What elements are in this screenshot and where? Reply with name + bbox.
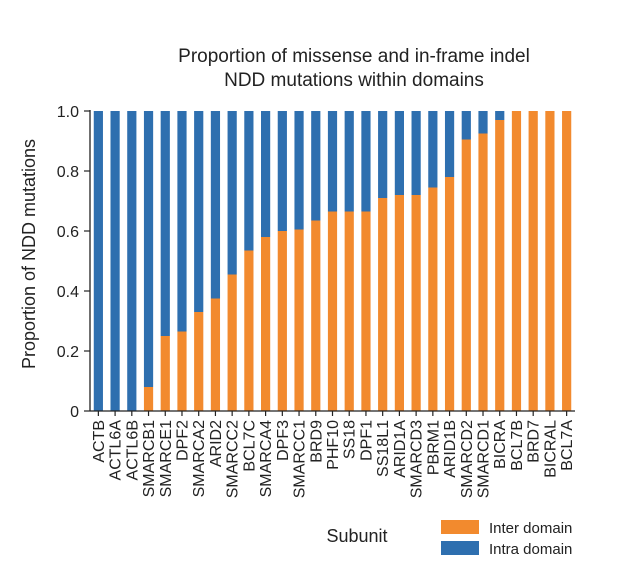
x-tick-label-actb: ACTB xyxy=(91,420,108,463)
bar-intra-domain-arid1a xyxy=(394,111,404,195)
bar-inter-domain-smarcd3 xyxy=(411,195,421,411)
plot-area xyxy=(89,110,575,412)
bar-intra-domain-dpf3 xyxy=(277,111,287,231)
bar-intra-domain-bicra xyxy=(495,111,505,120)
bar-inter-domain-ss18l1 xyxy=(378,198,388,411)
bar-intra-domain-ss18 xyxy=(344,111,354,212)
x-axis: ACTB ACTL6A ACTL6B SMARCB1 SMARCE1 DPF2 SMARCA… xyxy=(91,411,576,498)
x-tick-label-smarca4: SMARCA4 xyxy=(258,420,275,497)
x-tick-label-bicra: BICRA xyxy=(492,420,509,469)
bar-intra-domain-smarcd3 xyxy=(411,111,421,195)
bar-intra-domain-smarcd1 xyxy=(478,111,488,134)
bar-inter-domain-brd9 xyxy=(311,220,321,411)
y-tick-label: 1.0 xyxy=(57,104,79,121)
bar-intra-domain-smarcc2 xyxy=(227,111,237,275)
bar-inter-domain-smarcd2 xyxy=(461,139,471,411)
bar-intra-domain-smarce1 xyxy=(160,111,170,336)
bar-inter-domain-arid1b xyxy=(444,177,455,411)
x-tick-label-pbrm1: PBRM1 xyxy=(425,420,442,475)
bar-inter-domain-bicral xyxy=(545,111,555,411)
legend-label-intra-domain: Intra domain xyxy=(489,541,572,558)
bar-inter-domain-smarce1 xyxy=(160,336,170,411)
bar-intra-domain-phf10 xyxy=(327,111,338,212)
y-tick-label: 0.6 xyxy=(57,224,79,241)
x-tick-label-bicral: BICRAL xyxy=(542,420,559,478)
bar-intra-domain-actl6a xyxy=(110,111,120,411)
y-tick-label: 0.8 xyxy=(57,164,79,181)
bar-intra-domain-pbrm1 xyxy=(428,111,438,188)
bar-intra-domain-smarca2 xyxy=(194,111,204,312)
y-tick-label: 0.2 xyxy=(57,344,79,361)
y-tick-label: 0.4 xyxy=(57,284,79,301)
bar-inter-domain-phf10 xyxy=(327,211,338,411)
bar-inter-domain-arid2 xyxy=(210,298,221,411)
bar-intra-domain-actb xyxy=(93,111,103,411)
bar-intra-domain-smarcb1 xyxy=(143,111,154,387)
bar-inter-domain-smarcb1 xyxy=(143,387,154,411)
x-tick-label-bcl7a: BCL7A xyxy=(559,420,576,471)
bar-intra-domain-brd9 xyxy=(311,111,321,221)
x-tick-label-smarca2: SMARCA2 xyxy=(191,420,208,497)
bar-inter-domain-dpf1 xyxy=(361,211,371,411)
bar-inter-domain-smarca4 xyxy=(261,237,271,411)
chart-title-line-1: Proportion of missense and in-frame inde… xyxy=(178,46,530,67)
y-axis: 0 0.2 0.4 0.6 0.8 1.0 xyxy=(57,104,90,421)
bar-intra-domain-bcl7c xyxy=(244,111,254,251)
bar-inter-domain-smarcc2 xyxy=(227,274,237,411)
x-tick-label-bcl7c: BCL7C xyxy=(241,420,258,472)
bar-inter-domain-ss18 xyxy=(344,211,354,411)
bar-inter-domain-smarcd1 xyxy=(478,133,488,411)
chart-title-line-2: NDD mutations within domains xyxy=(224,70,484,91)
bar-intra-domain-arid2 xyxy=(210,111,221,299)
bar-intra-domain-actl6b xyxy=(127,111,137,411)
bar-inter-domain-arid1a xyxy=(394,195,404,411)
bar-inter-domain-dpf3 xyxy=(277,231,287,411)
x-tick-label-brd9: BRD9 xyxy=(308,420,325,463)
x-tick-label-dpf2: DPF2 xyxy=(174,420,191,461)
bar-inter-domain-dpf2 xyxy=(177,331,187,411)
bar-inter-domain-bcl7b xyxy=(511,111,522,411)
bar-intra-domain-dpf2 xyxy=(177,111,187,332)
bar-inter-domain-bcl7c xyxy=(244,250,254,411)
bar-inter-domain-bcl7a xyxy=(562,111,572,411)
bar-intra-domain-smarca4 xyxy=(261,111,271,237)
x-tick-label-smarcd3: SMARCD3 xyxy=(409,420,426,498)
x-tick-label-ss18l1: SS18L1 xyxy=(375,420,392,477)
legend-swatch-intra-domain xyxy=(441,541,479,555)
bar-intra-domain-smarcd2 xyxy=(461,111,471,140)
legend-label-inter-domain: Inter domain xyxy=(489,520,572,537)
bar-inter-domain-brd7 xyxy=(528,111,538,411)
bar-inter-domain-smarca2 xyxy=(194,312,204,411)
x-tick-label-smarce1: SMARCE1 xyxy=(158,420,175,497)
bar-intra-domain-ss18l1 xyxy=(378,111,388,198)
x-tick-label-actl6a: ACTL6A xyxy=(108,420,125,481)
bar-intra-domain-smarcc1 xyxy=(294,111,304,230)
x-tick-label-smarcc1: SMARCC1 xyxy=(292,420,309,498)
x-tick-label-smarcc2: SMARCC2 xyxy=(225,420,242,498)
x-tick-label-dpf3: DPF3 xyxy=(275,420,292,461)
x-axis-label: Subunit xyxy=(326,526,387,546)
bar-inter-domain-smarcc1 xyxy=(294,229,304,411)
x-tick-label-brd7: BRD7 xyxy=(526,420,543,463)
x-tick-label-smarcd2: SMARCD2 xyxy=(459,420,476,498)
x-tick-label-smarcd1: SMARCD1 xyxy=(476,420,493,498)
x-tick-label-bcl7b: BCL7B xyxy=(509,420,526,471)
bar-intra-domain-arid1b xyxy=(444,111,455,177)
y-tick-label: 0 xyxy=(70,404,79,421)
legend-swatch-inter-domain xyxy=(441,520,479,534)
x-tick-label-arid1a: ARID1A xyxy=(392,420,409,478)
x-tick-label-actl6b: ACTL6B xyxy=(124,420,141,480)
x-tick-label-smarcb1: SMARCB1 xyxy=(141,420,158,497)
x-tick-label-ss18: SS18 xyxy=(342,420,359,459)
x-tick-label-arid1b: ARID1B xyxy=(442,420,459,478)
bar-inter-domain-pbrm1 xyxy=(428,187,438,411)
bar-inter-domain-bicra xyxy=(495,120,505,411)
x-tick-label-arid2: ARID2 xyxy=(208,420,225,467)
legend: Inter domain Intra domain xyxy=(441,520,572,558)
bar-intra-domain-dpf1 xyxy=(361,111,371,212)
x-tick-label-phf10: PHF10 xyxy=(325,420,342,470)
x-tick-label-dpf1: DPF1 xyxy=(358,420,375,461)
y-axis-label: Proportion of NDD mutations xyxy=(19,139,39,369)
